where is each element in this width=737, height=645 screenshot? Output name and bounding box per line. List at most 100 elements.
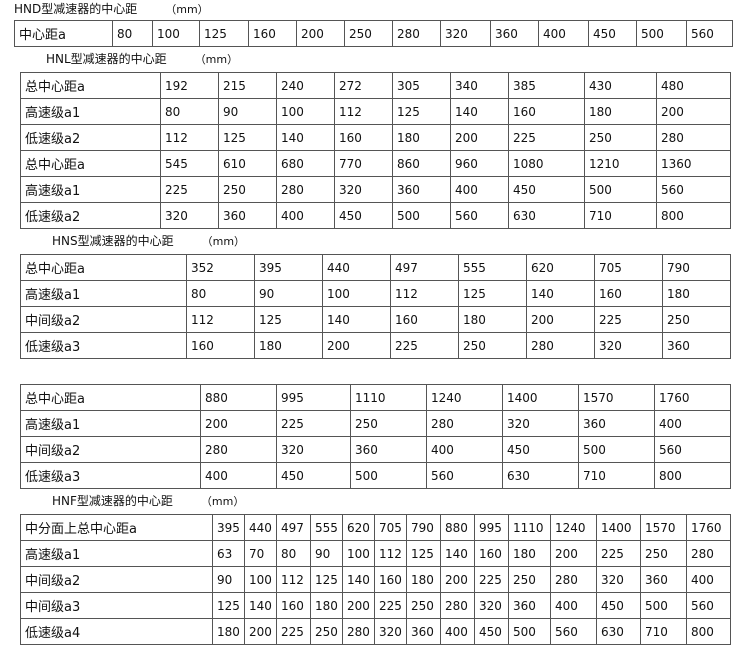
table-cell: 80	[276, 540, 311, 567]
table-cell: 250	[640, 540, 687, 567]
table-cell: 320	[374, 618, 407, 645]
table-cell: 100	[152, 20, 200, 47]
table-cell: 1240	[550, 514, 597, 541]
table-cell: 180	[392, 124, 451, 151]
table-cell: 225	[276, 410, 351, 437]
table-cell: 90	[212, 566, 245, 593]
table-cell: 450	[474, 618, 509, 645]
table-cell: 160	[594, 280, 663, 307]
table-cell: 280	[276, 176, 335, 203]
row-label: 高速级a1	[20, 280, 187, 307]
table-cell: 200	[244, 618, 277, 645]
table-cell: 360	[578, 410, 655, 437]
table-cell: 112	[390, 280, 459, 307]
table-cell: 400	[276, 202, 335, 229]
title-text: HND型减速器的中心距	[14, 2, 138, 16]
table-cell: 225	[594, 306, 663, 333]
center-distance-table: 中分面上总中心距a 395 440 497 555 620 705 790 880 995 1110…	[20, 514, 731, 645]
table-cell: 320	[596, 566, 641, 593]
table-cell: 880	[200, 384, 277, 411]
table-cell: 160	[276, 592, 311, 619]
table-row: 中间级a2 112 125 140 160 180 200 225 250	[20, 306, 731, 333]
table-cell: 450	[276, 462, 351, 489]
row-label: 总中心距a	[20, 254, 187, 281]
table-cell: 545	[160, 150, 219, 177]
table-cell: 280	[392, 20, 441, 47]
table-cell: 352	[186, 254, 255, 281]
table-cell: 1080	[508, 150, 585, 177]
table-cell: 560	[686, 20, 733, 47]
table-cell: 125	[392, 98, 451, 125]
table-cell: 250	[218, 176, 277, 203]
table-cell: 125	[310, 566, 343, 593]
table-cell: 450	[502, 436, 579, 463]
table-row: 中心距a 80 100 125 160 200 250 280 320 360 400 450 500 5…	[14, 20, 733, 47]
table-cell: 497	[390, 254, 459, 281]
table-cell: 320	[474, 592, 509, 619]
table-cell: 320	[594, 332, 663, 359]
table-cell: 200	[526, 306, 595, 333]
table-cell: 1400	[502, 384, 579, 411]
table-cell: 125	[212, 592, 245, 619]
table-cell: 125	[458, 280, 527, 307]
row-label: 高速级a1	[20, 98, 161, 125]
table-cell: 1110	[508, 514, 551, 541]
row-label: 低速级a3	[20, 462, 201, 489]
table-cell: 880	[440, 514, 475, 541]
table-cell: 272	[334, 72, 393, 99]
table-cell: 440	[244, 514, 277, 541]
table-cell: 560	[426, 462, 503, 489]
table-cell: 995	[474, 514, 509, 541]
table-cell: 360	[392, 176, 451, 203]
table-cell: 280	[342, 618, 375, 645]
table-cell: 180	[662, 280, 731, 307]
table-cell: 200	[296, 20, 345, 47]
table-cell: 1760	[654, 384, 731, 411]
table-cell: 560	[550, 618, 597, 645]
table-cell: 280	[550, 566, 597, 593]
table-cell: 395	[212, 514, 245, 541]
table-cell: 280	[426, 410, 503, 437]
table-cell: 630	[508, 202, 585, 229]
table-row: 高速级a1 63 70 80 90 100 112 125 140 160 180 200 225 250…	[20, 540, 731, 567]
table-cell: 450	[508, 176, 585, 203]
table-cell: 360	[640, 566, 687, 593]
table-cell: 500	[640, 592, 687, 619]
table-cell: 560	[654, 436, 731, 463]
table-row: 总中心距a 352 395 440 497 555 620 705 790	[20, 254, 731, 281]
row-label: 低速级a2	[20, 124, 161, 151]
table-cell: 112	[374, 540, 407, 567]
table-cell: 400	[538, 20, 589, 47]
table-row: 中分面上总中心距a 395 440 497 555 620 705 790 880 995 1110…	[20, 514, 731, 541]
table-row: 中间级a2 90 100 112 125 140 160 180 200 225 250 280 320…	[20, 566, 731, 593]
table-cell: 125	[218, 124, 277, 151]
table-cell: 1360	[656, 150, 731, 177]
table-row: 总中心距a 545 610 680 770 860 960 1080 1210 1360	[20, 150, 731, 177]
table-cell: 200	[440, 566, 475, 593]
table-cell: 555	[458, 254, 527, 281]
table-cell: 1110	[350, 384, 427, 411]
table-cell: 1210	[584, 150, 657, 177]
table-cell: 250	[508, 566, 551, 593]
table-cell: 112	[334, 98, 393, 125]
table-cell: 400	[440, 618, 475, 645]
table-cell: 225	[160, 176, 219, 203]
table-cell: 620	[526, 254, 595, 281]
table-cell: 497	[276, 514, 311, 541]
table-row: 高速级a1 80 90 100 112 125 140 160 180 200	[20, 98, 731, 125]
table-cell: 360	[350, 436, 427, 463]
table-cell: 500	[584, 176, 657, 203]
table-cell: 630	[502, 462, 579, 489]
row-label: 中间级a2	[20, 566, 213, 593]
table-cell: 450	[334, 202, 393, 229]
table-cell: 100	[342, 540, 375, 567]
table-cell: 192	[160, 72, 219, 99]
table-cell: 125	[406, 540, 441, 567]
table-row: 低速级a3 160 180 200 225 250 280 320 360	[20, 332, 731, 359]
table-cell: 225	[596, 540, 641, 567]
table-cell: 995	[276, 384, 351, 411]
table-cell: 620	[342, 514, 375, 541]
row-label: 低速级a3	[20, 332, 187, 359]
table-cell: 280	[526, 332, 595, 359]
table-cell: 1760	[686, 514, 731, 541]
